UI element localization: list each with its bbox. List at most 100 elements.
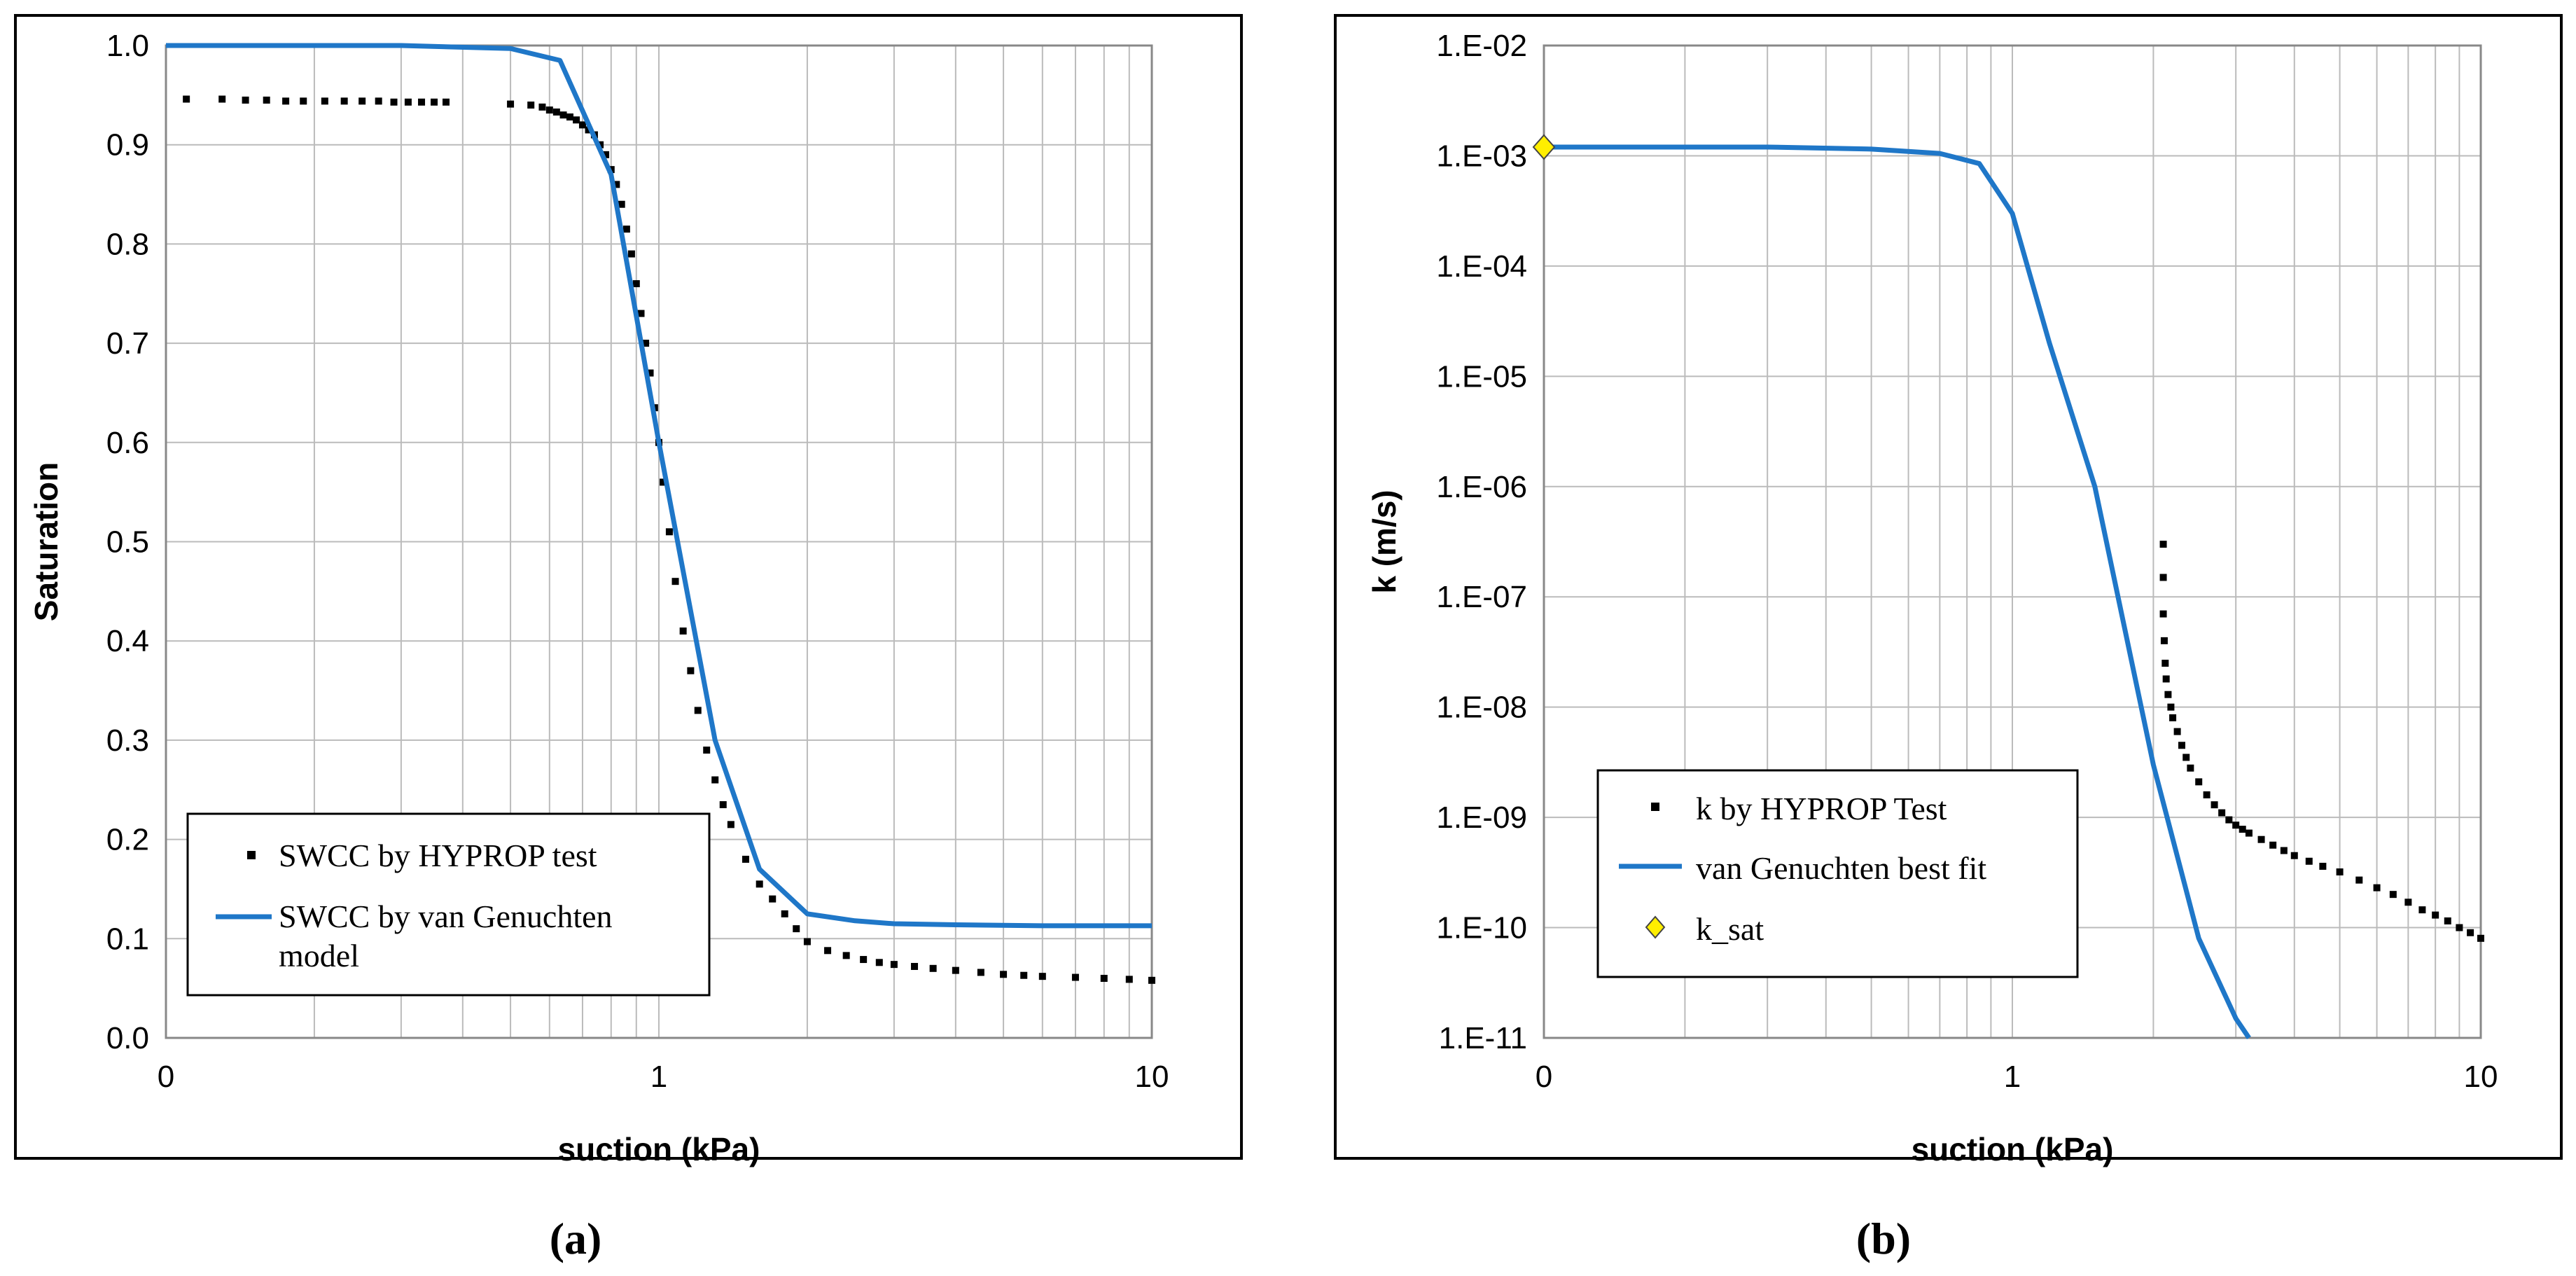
data-point [622, 226, 630, 233]
data-point [545, 106, 553, 114]
data-point [1148, 976, 1155, 984]
legend: SWCC by HYPROP test SWCC by van Genuchten… [186, 812, 711, 997]
data-point [443, 98, 450, 106]
data-point [742, 855, 749, 863]
x-tick-label: 10 [1135, 1060, 1169, 1094]
data-point [507, 100, 515, 108]
data-point [2159, 574, 2167, 581]
data-point [929, 964, 937, 972]
data-point [2280, 847, 2288, 854]
data-point [578, 121, 586, 129]
data-point [2169, 714, 2177, 721]
data-point [2187, 764, 2194, 772]
data-point [566, 113, 573, 121]
data-point [538, 103, 546, 111]
data-point [769, 895, 777, 903]
data-point [860, 956, 868, 964]
data-point [2269, 841, 2277, 849]
x-tick-label: 0 [158, 1060, 174, 1094]
legend-marker [1645, 915, 1666, 939]
data-point [1125, 976, 1133, 983]
data-point [2218, 809, 2226, 817]
data-point [390, 98, 398, 106]
y-tick-label: 0.3 [106, 723, 149, 758]
data-point [2290, 852, 2298, 859]
data-point [2319, 862, 2327, 870]
legend-label: van Genuchten best fit [1696, 850, 1986, 886]
legend: k by HYPROP Test van Genuchten best fit k_… [1596, 769, 2079, 978]
data-point [2160, 637, 2168, 644]
data-point [2418, 906, 2426, 914]
data-point [756, 880, 763, 888]
y-tick-label: 1.0 [106, 29, 149, 63]
y-tick-label: 1.E-02 [1436, 29, 1527, 63]
data-point [1020, 971, 1028, 979]
legend-box [186, 812, 711, 997]
y-tick-label: 0.9 [106, 128, 149, 162]
x-axis-title: suction (kPa) [1912, 1131, 2114, 1167]
legend-marker [1651, 803, 1659, 811]
data-point [803, 938, 811, 945]
data-point [559, 111, 567, 119]
data-point [2164, 691, 2172, 698]
data-point [1071, 973, 1079, 981]
data-point [890, 961, 898, 969]
data-point [875, 959, 883, 966]
data-point [1038, 973, 1046, 980]
data-point [613, 181, 620, 188]
data-point [632, 280, 640, 288]
y-tick-label: 0.2 [106, 823, 149, 857]
data-point [282, 97, 290, 105]
y-tick-label: 0.5 [106, 525, 149, 560]
data-point [2389, 891, 2397, 899]
legend-box [1596, 769, 2079, 978]
data-point [727, 821, 734, 828]
series-line [1544, 144, 2251, 1039]
y-tick-label: 1.E-09 [1436, 800, 1527, 835]
panel-caption: (b) [1856, 1214, 1911, 1263]
data-point [2456, 924, 2463, 931]
data-point [300, 97, 307, 105]
series-line [166, 43, 1152, 929]
plot-area [1543, 44, 2482, 1039]
data-point [711, 776, 719, 784]
data-point [2467, 929, 2474, 936]
data-point [703, 747, 711, 754]
x-axis-title: suction (kPa) [558, 1131, 760, 1167]
data-point [646, 369, 654, 377]
data-point [358, 97, 366, 105]
data-point [2167, 703, 2175, 711]
data-point [2162, 675, 2170, 683]
data-point [694, 707, 702, 714]
y-tick-label: 1.E-07 [1436, 580, 1527, 614]
legend-label: k_sat [1696, 911, 1764, 947]
data-point [2203, 791, 2211, 798]
data-point [627, 250, 635, 258]
data-point [2432, 911, 2439, 919]
legend-label: k by HYPROP Test [1696, 791, 1947, 826]
data-point [2477, 934, 2484, 942]
data-point [404, 98, 412, 106]
y-tick-label: 1.E-10 [1436, 911, 1527, 945]
data-point [2225, 816, 2233, 824]
y-axis-title: Saturation [28, 462, 64, 621]
data-point [642, 340, 650, 347]
data-point [1100, 974, 1108, 982]
y-tick-label: 0.4 [106, 624, 149, 658]
y-tick-label: 1.E-06 [1436, 470, 1527, 504]
y-tick-label: 1.E-11 [1439, 1021, 1527, 1055]
data-point [2355, 876, 2363, 884]
data-point [527, 102, 535, 109]
x-tick-label: 0 [1536, 1060, 1552, 1094]
data-point [793, 925, 800, 933]
data-point [824, 947, 832, 955]
data-point [665, 528, 673, 536]
y-tick-label: 1.E-04 [1436, 249, 1527, 284]
y-tick-label: 0.8 [106, 227, 149, 261]
legend-label: SWCC by HYPROP test [279, 838, 597, 873]
y-axis-title: k (m/s) [1366, 490, 1402, 593]
data-point [671, 578, 679, 585]
data-point [431, 98, 438, 106]
y-tick-label: 1.E-08 [1436, 691, 1527, 725]
